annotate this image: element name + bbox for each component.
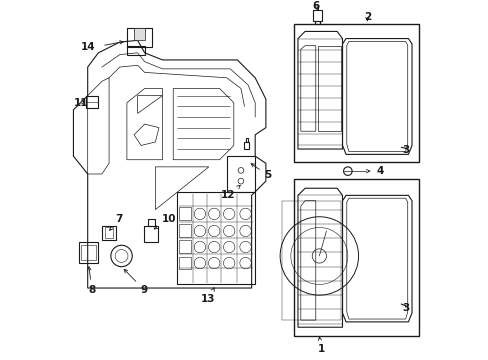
Text: 13: 13 <box>201 288 215 305</box>
Text: 6: 6 <box>311 1 319 12</box>
Text: 3: 3 <box>402 303 409 312</box>
Text: 5: 5 <box>251 164 271 180</box>
Text: 2: 2 <box>363 12 370 22</box>
Text: 11: 11 <box>74 98 88 108</box>
Text: 12: 12 <box>221 185 240 201</box>
Polygon shape <box>134 28 144 40</box>
Text: 14: 14 <box>81 42 95 53</box>
Text: 1: 1 <box>317 337 324 354</box>
Text: 3: 3 <box>402 145 409 155</box>
Text: 8: 8 <box>87 267 95 295</box>
Text: 7: 7 <box>109 214 122 230</box>
Text: 9: 9 <box>124 269 147 295</box>
Text: 10: 10 <box>154 214 176 229</box>
Text: 4: 4 <box>376 166 383 176</box>
